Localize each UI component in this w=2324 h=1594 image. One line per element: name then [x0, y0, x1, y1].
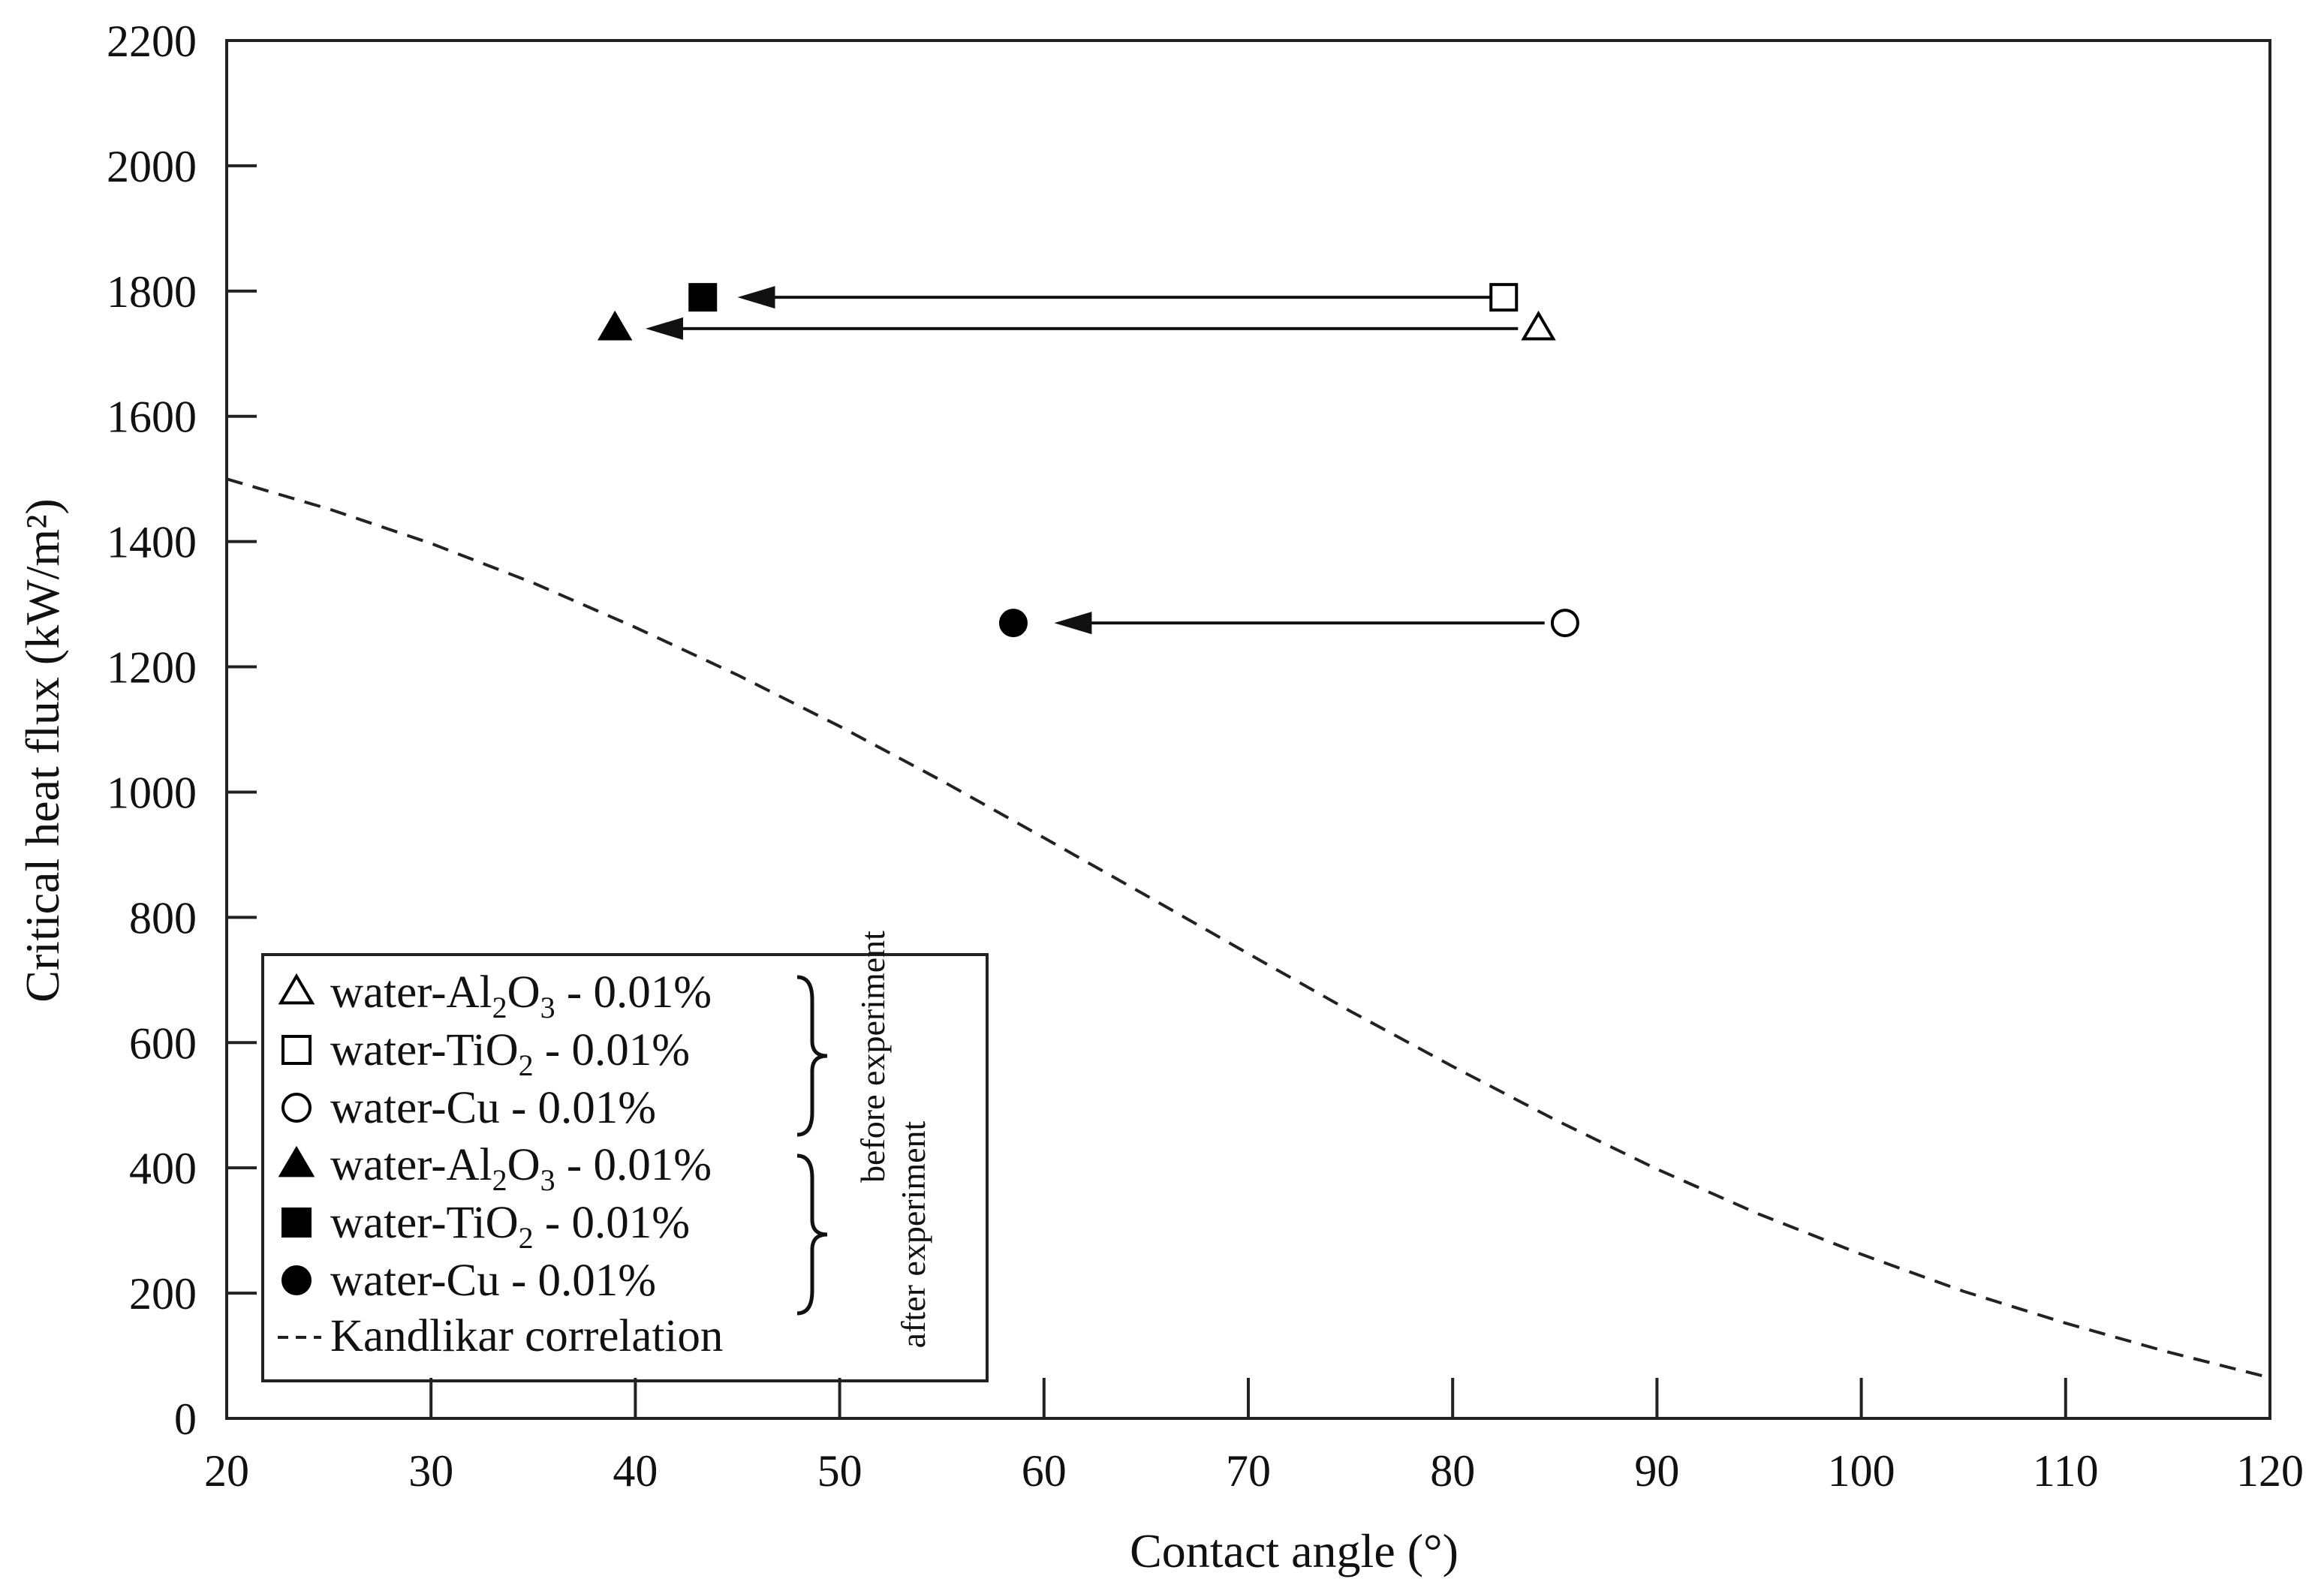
x-tick-label: 120	[2236, 1446, 2304, 1496]
legend-marker-after_tio2	[281, 1208, 312, 1238]
data-point-after_tio2	[688, 283, 718, 312]
x-axis-title: Contact angle (°)	[1130, 1524, 1459, 1577]
legend-marker-after_al2o3	[278, 1145, 315, 1177]
y-tick-label: 200	[129, 1269, 197, 1319]
data-point-after_al2o3	[597, 310, 633, 341]
data-point-before_cu	[1550, 609, 1579, 638]
legend-group-after: after experiment	[894, 1120, 932, 1348]
legend-label-before_al2o3: water-Al2O3 - 0.01%	[330, 967, 712, 1024]
data-point-after_cu	[998, 609, 1028, 638]
x-tick-label: 100	[1828, 1446, 1895, 1496]
y-tick-label: 2000	[107, 142, 197, 191]
x-tick-label: 70	[1226, 1446, 1271, 1496]
kandlikar-curve	[226, 477, 2271, 1379]
legend-label-before_tio2: water-TiO2 - 0.01%	[330, 1025, 690, 1082]
x-tick-label: 50	[817, 1446, 862, 1496]
data-point-before_tio2	[1489, 283, 1519, 312]
brace-after	[796, 1153, 828, 1316]
data-point-before_al2o3	[1521, 310, 1556, 341]
y-tick-label: 400	[129, 1144, 197, 1193]
curve-layer	[226, 477, 2271, 1379]
legend-layer: water-Al2O3 - 0.01%water-TiO2 - 0.01%wat…	[278, 931, 932, 1361]
legend-label-after_al2o3: water-Al2O3 - 0.01%	[330, 1140, 712, 1197]
legend-marker-after_cu	[281, 1265, 312, 1295]
y-tick-label: 0	[174, 1394, 197, 1444]
legend-marker-before_tio2	[281, 1035, 312, 1065]
brace-before	[796, 975, 828, 1137]
legend-marker-before_al2o3	[278, 973, 315, 1005]
y-tick-label: 1800	[107, 267, 197, 317]
legend-label-kandlikar: Kandlikar correlation	[330, 1311, 723, 1361]
legend-group-before: before experiment	[853, 931, 892, 1183]
x-tick-label: 40	[613, 1446, 658, 1496]
y-tick-label: 1000	[107, 768, 197, 817]
arrows-layer	[646, 286, 1545, 635]
y-axis-title: Critical heat flux (kW/m²)	[16, 498, 69, 1002]
arrow-head	[646, 317, 684, 340]
x-tick-label: 80	[1430, 1446, 1475, 1496]
y-tick-label: 800	[129, 893, 197, 943]
y-tick-label: 1200	[107, 643, 197, 693]
arrow-head	[1054, 612, 1092, 635]
x-tick-label: 60	[1022, 1446, 1067, 1496]
x-tick-label: 30	[408, 1446, 453, 1496]
legend-box	[261, 953, 989, 1382]
ticks-layer: 20 30 40 50 60 70 80 90 100 110 120020040060080010…	[107, 17, 2304, 1496]
points-layer	[597, 283, 1579, 638]
x-tick-label: 20	[204, 1446, 249, 1496]
y-tick-label: 600	[129, 1018, 197, 1068]
x-tick-label: 110	[2033, 1446, 2099, 1496]
y-tick-label: 1400	[107, 518, 197, 567]
legend-label-after_tio2: water-TiO2 - 0.01%	[330, 1198, 690, 1255]
arrow-head	[737, 286, 775, 309]
x-tick-label: 90	[1634, 1446, 1679, 1496]
legend-marker-before_cu	[281, 1093, 312, 1123]
y-tick-label: 2200	[107, 17, 197, 66]
legend-label-after_cu: water-Cu - 0.01%	[330, 1256, 656, 1306]
y-tick-label: 1600	[107, 392, 197, 442]
legend-label-before_cu: water-Cu - 0.01%	[330, 1083, 656, 1133]
